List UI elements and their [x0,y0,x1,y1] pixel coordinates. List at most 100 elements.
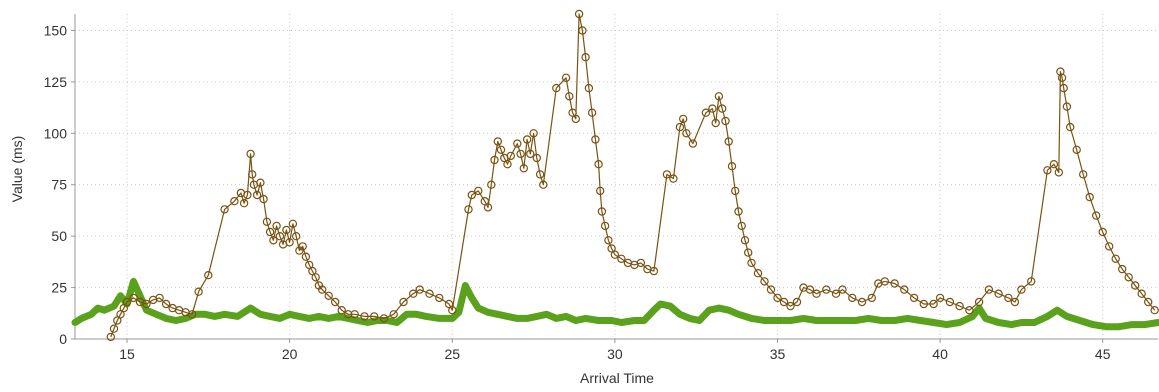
data-point [974,297,984,307]
data-point [737,221,746,231]
data-point [464,205,473,214]
data-point [753,269,763,278]
data-point [298,242,307,251]
data-point [1130,281,1140,290]
data-point [301,252,311,261]
data-point [503,159,512,169]
data-point [880,277,890,286]
data-point [272,221,281,231]
data-point [122,297,132,307]
data-point [1091,211,1101,220]
data-point [584,83,594,93]
data-point [1043,166,1052,175]
data-point [490,155,499,165]
data-point [649,266,659,276]
data-point [522,135,532,144]
data-point [581,53,590,62]
x-axis-ticks: 15 20 25 30 35 40 45 [119,339,1111,362]
data-point [1078,170,1088,179]
x-tick-label: 15 [119,346,135,362]
data-point [561,73,571,83]
data-point [519,164,529,173]
data-point [409,289,418,298]
x-tick-label: 45 [1095,346,1111,362]
series-brown [106,9,1159,342]
data-point [727,161,737,171]
x-tick-label: 30 [607,346,623,362]
data-point [194,287,203,296]
data-point [1062,102,1072,111]
data-point [792,297,802,307]
data-point [734,207,743,216]
data-point [708,104,717,113]
data-point [399,297,408,307]
data-point [1111,254,1120,263]
data-point [379,314,389,323]
data-point [1049,159,1059,169]
data-point [1085,192,1094,202]
data-point [516,149,525,159]
x-tick-label: 20 [282,346,298,362]
data-point [636,258,646,268]
data-point [786,301,795,311]
data-point [766,285,776,294]
data-point [262,217,272,226]
data-point [1017,285,1026,294]
data-point [308,266,317,276]
data-point [425,289,434,298]
data-point [965,306,974,315]
plot-frame [74,14,1158,340]
data-point [230,196,239,206]
data-point [724,137,733,146]
data-point [679,114,688,124]
data-point [142,299,151,309]
data-point [539,180,548,189]
series-line [71,277,1159,331]
data-point [116,310,125,319]
y-tick-label: 100 [44,125,68,141]
data-point [701,108,711,117]
data-point [714,92,724,101]
data-point [909,293,919,303]
series-green [71,277,1159,331]
data-point [675,122,685,132]
data-point [945,297,955,307]
data-point [822,285,831,294]
data-point [617,254,626,263]
y-tick-label: 150 [44,22,68,38]
data-point [1056,67,1065,76]
data-point [831,289,841,298]
data-point [747,258,756,268]
data-point [812,289,821,298]
data-point [493,137,502,146]
data-point [506,151,515,161]
data-point [721,116,730,126]
data-point [596,186,605,196]
data-point [935,293,945,303]
data-point [744,248,753,257]
data-point [187,310,197,319]
data-point [324,291,333,300]
y-axis-ticks: 0 25 50 75 100 125 150 [44,22,75,347]
data-point [487,180,496,189]
data-point [773,293,782,303]
x-tick-label: 35 [770,346,786,362]
data-point [1065,122,1075,132]
data-point [275,231,285,241]
x-tick-label: 40 [932,346,948,362]
data-point [415,285,424,294]
data-point [474,186,483,196]
data-point [220,205,229,214]
data-point [483,203,493,212]
data-point [256,178,265,187]
data-point [571,114,581,124]
data-point [955,301,964,311]
y-tick-label: 25 [51,280,67,296]
data-point [760,277,769,286]
data-point [311,273,320,282]
data-point [594,159,603,169]
data-point [269,236,278,245]
x-axis-label: Arrival Time [580,370,654,386]
